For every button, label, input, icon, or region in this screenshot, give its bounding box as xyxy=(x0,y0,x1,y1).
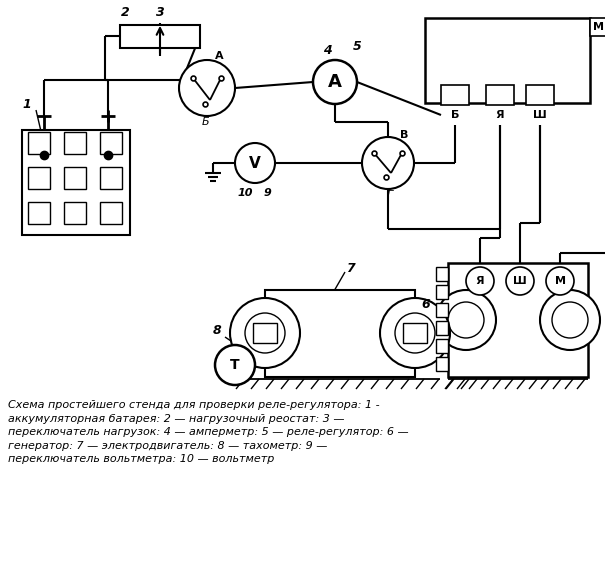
Circle shape xyxy=(540,290,600,350)
Text: Я: Я xyxy=(476,276,484,286)
Circle shape xyxy=(466,267,494,295)
Text: Б: Б xyxy=(451,110,459,120)
Text: Ш: Ш xyxy=(513,276,527,286)
Text: 2: 2 xyxy=(120,6,129,19)
Bar xyxy=(436,303,448,317)
Text: Б: Б xyxy=(201,117,209,127)
Circle shape xyxy=(506,267,534,295)
Text: 7: 7 xyxy=(345,261,355,275)
Text: 1: 1 xyxy=(22,98,31,112)
Text: М: М xyxy=(555,276,566,286)
Text: 5: 5 xyxy=(353,41,361,54)
Text: Схема простейшего стенда для проверки реле-регулятора: 1 -
аккумуляторная батаре: Схема простейшего стенда для проверки ре… xyxy=(8,400,408,464)
Bar xyxy=(436,267,448,281)
Bar xyxy=(436,357,448,371)
Circle shape xyxy=(552,302,588,338)
Bar xyxy=(100,167,122,189)
Text: Г: Г xyxy=(387,190,393,200)
Bar xyxy=(64,202,86,224)
Circle shape xyxy=(313,60,357,104)
Circle shape xyxy=(179,60,235,116)
Bar xyxy=(120,25,200,48)
Bar xyxy=(526,85,554,105)
Text: 6: 6 xyxy=(422,299,430,312)
Text: Ш: Ш xyxy=(533,110,547,120)
Bar xyxy=(441,85,469,105)
Text: 8: 8 xyxy=(212,324,221,336)
Bar xyxy=(486,85,514,105)
Circle shape xyxy=(546,267,574,295)
Bar xyxy=(253,323,277,343)
Text: 10: 10 xyxy=(237,188,253,198)
Text: М: М xyxy=(594,22,604,32)
Bar xyxy=(403,323,427,343)
Circle shape xyxy=(235,143,275,183)
Circle shape xyxy=(215,345,255,385)
Text: V: V xyxy=(249,156,261,170)
Bar xyxy=(100,202,122,224)
Circle shape xyxy=(380,298,450,368)
Bar xyxy=(425,18,590,103)
Circle shape xyxy=(448,302,484,338)
Bar xyxy=(22,130,130,235)
Bar xyxy=(64,132,86,154)
Bar xyxy=(436,321,448,335)
Text: Т: Т xyxy=(230,358,240,372)
Text: 9: 9 xyxy=(263,188,271,198)
Text: В: В xyxy=(400,130,408,140)
Bar xyxy=(100,132,122,154)
Bar xyxy=(436,285,448,299)
Circle shape xyxy=(230,298,300,368)
Bar xyxy=(64,167,86,189)
Text: A: A xyxy=(215,51,223,61)
Text: Я: Я xyxy=(495,110,504,120)
Text: A: A xyxy=(328,73,342,91)
Circle shape xyxy=(436,290,496,350)
Bar xyxy=(28,132,50,154)
Circle shape xyxy=(395,313,435,353)
Circle shape xyxy=(362,137,414,189)
Bar xyxy=(590,18,605,36)
Bar xyxy=(448,263,588,377)
Bar xyxy=(436,339,448,353)
Bar xyxy=(28,167,50,189)
Text: 4: 4 xyxy=(322,43,332,57)
Text: 3: 3 xyxy=(155,6,165,19)
Bar xyxy=(28,202,50,224)
Bar xyxy=(265,290,415,377)
Circle shape xyxy=(245,313,285,353)
